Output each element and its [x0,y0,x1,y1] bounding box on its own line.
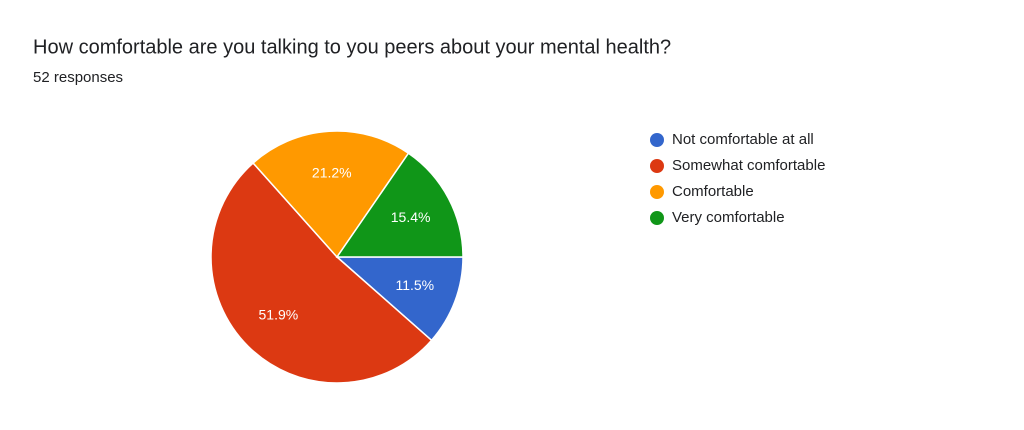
chart-title: How comfortable are you talking to you p… [33,36,671,58]
chart-subtitle: 52 responses [33,69,123,86]
legend-marker [650,133,664,147]
legend-label: Not comfortable at all [672,131,814,148]
pie-slice [335,152,464,258]
value-label: 11.5% [395,277,434,293]
value-label: 51.9% [259,307,299,323]
pie-slice [210,161,433,384]
legend-marker [650,159,664,173]
value-label: 21.2% [312,165,352,181]
legend-marker [650,185,664,199]
pie-slice [335,256,464,342]
legend-label: Very comfortable [672,209,785,226]
pie-slice [252,130,410,259]
legend-label: Somewhat comfortable [672,157,825,174]
legend-marker [650,211,664,225]
legend-label: Comfortable [672,183,754,200]
value-label: 15.4% [391,209,431,225]
